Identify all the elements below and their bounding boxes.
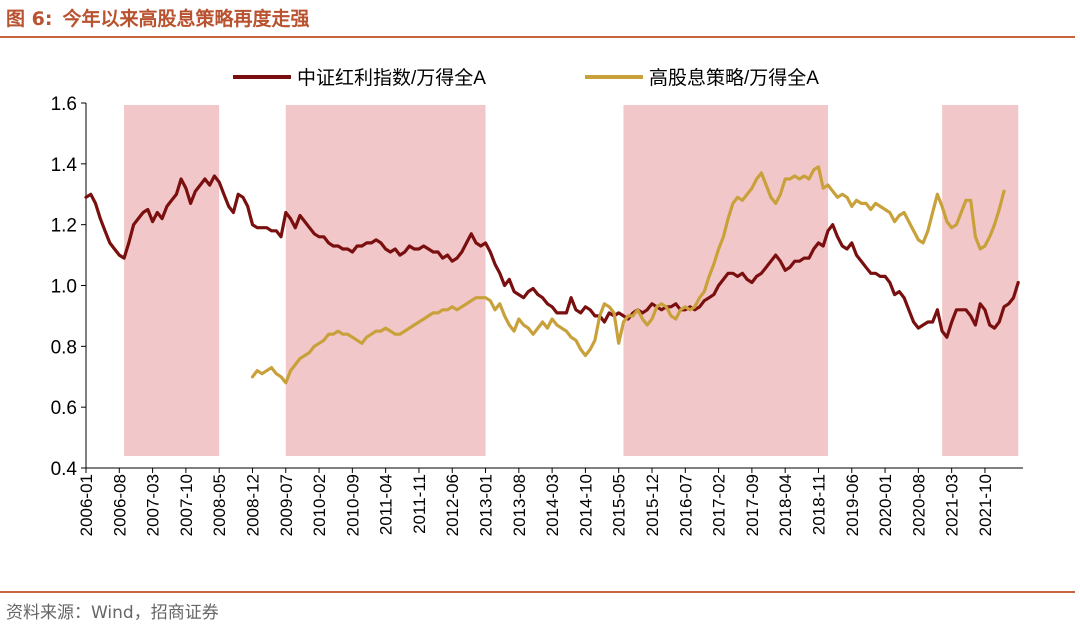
figure-number: 图 6: bbox=[6, 8, 53, 30]
legend: 中证红利指数/万得全A 高股息策略/万得全A bbox=[233, 67, 819, 89]
y-tick-label: 0.4 bbox=[51, 459, 78, 480]
x-tick-label: 2015-12 bbox=[643, 474, 662, 536]
x-tick-label: 2013-01 bbox=[477, 474, 496, 536]
x-tick-label: 2021-03 bbox=[943, 474, 962, 536]
series-line-dividend-index bbox=[84, 174, 1020, 339]
x-tick-label: 2014-03 bbox=[543, 474, 562, 536]
legend-label-2: 高股息策略/万得全A bbox=[649, 67, 819, 89]
x-tick-label: 2017-02 bbox=[710, 474, 729, 536]
legend-label-1: 中证红利指数/万得全A bbox=[297, 67, 486, 89]
shaded-period-4 bbox=[942, 105, 1019, 456]
x-tick-label: 2007-03 bbox=[144, 474, 163, 536]
y-tick-label: 1.2 bbox=[51, 216, 77, 237]
x-tick-label: 2016-07 bbox=[676, 474, 695, 536]
x-tick-label: 2015-05 bbox=[610, 474, 629, 536]
x-tick-label: 2008-05 bbox=[210, 474, 229, 536]
y-tick-label: 1.0 bbox=[51, 277, 77, 298]
y-tick-label: 0.6 bbox=[51, 398, 77, 419]
top-rule bbox=[0, 36, 1075, 38]
source-note: 资料来源：Wind，招商证券 bbox=[6, 603, 219, 623]
figure-title: 图 6: 今年以来高股息策略再度走强 bbox=[6, 4, 309, 34]
shaded-periods bbox=[124, 105, 1019, 456]
x-tick-label: 2007-10 bbox=[177, 474, 196, 536]
x-tick-label: 2018-11 bbox=[809, 474, 828, 535]
x-tick-label: 2019-06 bbox=[843, 474, 862, 536]
x-tick-label: 2011-04 bbox=[377, 474, 396, 535]
axes: 0.4 0.6 0.8 1.0 1.2 1.4 1.6 2006-01 2006-08 2007-… bbox=[51, 94, 1023, 536]
x-tick-label: 2006-01 bbox=[77, 474, 96, 536]
bottom-rule bbox=[0, 591, 1075, 593]
x-tick-label: 2010-09 bbox=[343, 474, 362, 536]
x-tick-label: 2020-08 bbox=[909, 474, 928, 536]
series-line-high-dividend-strategy bbox=[250, 165, 1006, 385]
y-tick-label: 1.6 bbox=[51, 94, 77, 115]
x-tick-label: 2009-07 bbox=[277, 474, 296, 536]
y-tick-label: 0.8 bbox=[51, 337, 77, 358]
shaded-period-3 bbox=[623, 105, 828, 456]
x-tick-label: 2013-08 bbox=[510, 474, 529, 536]
x-tick-label: 2010-02 bbox=[310, 474, 329, 536]
x-tick-label: 2021-10 bbox=[976, 474, 995, 536]
x-tick-label: 2014-10 bbox=[576, 474, 595, 536]
x-tick-label: 2006-08 bbox=[110, 474, 129, 536]
shaded-period-2 bbox=[285, 105, 486, 456]
x-tick-label: 2020-01 bbox=[876, 474, 895, 536]
series-lines bbox=[84, 165, 1020, 385]
x-tick-label: 2012-06 bbox=[443, 474, 462, 536]
y-tick-label: 1.4 bbox=[51, 155, 78, 176]
x-tick-label: 2011-11 bbox=[410, 474, 429, 534]
shaded-period-1 bbox=[124, 105, 220, 456]
x-tick-label: 2018-04 bbox=[776, 474, 795, 536]
figure-title-text: 今年以来高股息策略再度走强 bbox=[62, 8, 310, 30]
x-tick-label: 2008-12 bbox=[243, 474, 262, 536]
x-tick-label: 2017-09 bbox=[743, 474, 762, 536]
